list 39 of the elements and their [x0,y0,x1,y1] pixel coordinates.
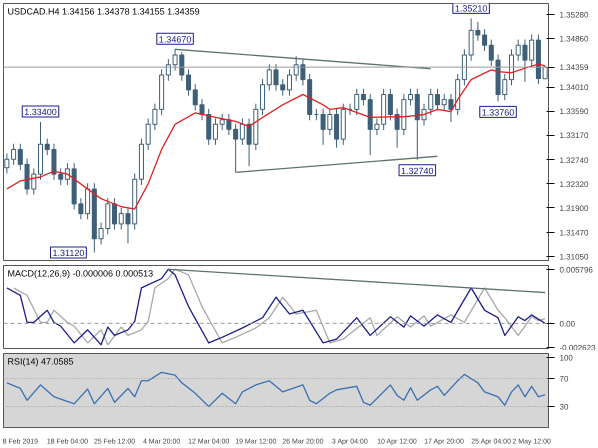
annotation: 1.32740 [401,166,434,176]
y-tick-label: 1.33590 [560,107,589,116]
y-tick-label: 1.31470 [560,228,589,238]
candlestick [179,52,184,82]
y-tick-label: 1.32740 [560,156,589,165]
y-tick-label: 70 [560,374,569,384]
chart-title: USDCAD.H4 1.34156 1.34378 1.34155 1.34359 [8,6,200,16]
candlestick [394,108,400,148]
annotation: 1.33760 [482,107,514,118]
line-series [6,372,546,408]
y-tick-label: 1.31900 [560,204,589,213]
candlestick [294,56,299,82]
candlestick [388,88,393,121]
candlestick [482,28,488,52]
y-tick-label: 1.33170 [560,131,589,140]
annotation: 1.34670 [158,34,192,44]
y-tick-label: 1.34860 [560,34,589,44]
chart-title: RSI(14) 47.0585 [8,356,74,366]
candlestick [233,123,238,173]
y-tick-label: 1.31050 [560,252,589,262]
y-tick-label: 0.00 [560,319,576,328]
y-tick-label: 1.32320 [560,180,589,189]
candlestick [488,39,494,66]
chart-title: MACD(12,26,9) -0.000006 0.000513 [8,268,154,278]
candlestick [475,21,480,42]
annotation: 1.35210 [454,3,488,14]
y-tick-label: 0.005796 [560,265,594,274]
candlestick [226,113,232,136]
candlestick [186,68,192,96]
candlestick [320,108,326,146]
candlestick [286,68,292,96]
ref-line-label: 1.34359 [560,63,589,72]
y-tick-label: 30 [560,402,569,412]
y-tick-label: 1.34010 [560,83,589,92]
annotation: 1.31120 [52,248,84,258]
annotation: 1.33400 [24,106,57,117]
y-tick-label: 1.35280 [560,10,589,20]
line-series [6,64,546,210]
y-tick-label: 100 [560,354,574,363]
